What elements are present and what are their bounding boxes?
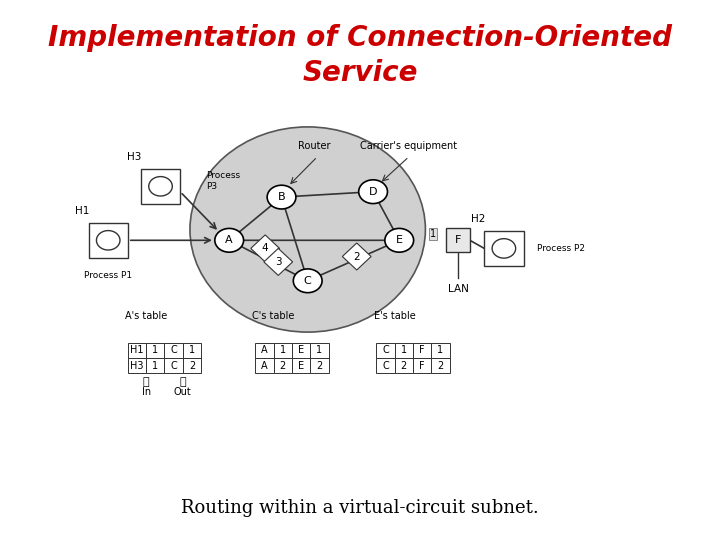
Bar [413, 343, 431, 358]
Text: H1: H1 [130, 346, 144, 355]
FancyBboxPatch shape [89, 223, 128, 258]
Polygon shape [264, 248, 292, 275]
Text: A: A [225, 235, 233, 245]
FancyBboxPatch shape [485, 231, 523, 266]
Text: 2: 2 [316, 361, 323, 370]
Text: Process P2: Process P2 [536, 244, 585, 253]
Circle shape [359, 180, 387, 204]
Bar [128, 343, 146, 358]
Circle shape [385, 228, 413, 252]
Text: 3: 3 [275, 257, 282, 267]
Text: Process
P3: Process P3 [207, 171, 240, 191]
Bar [395, 358, 413, 373]
Bar [274, 358, 292, 373]
Bar [256, 358, 274, 373]
Circle shape [492, 239, 516, 258]
Circle shape [149, 177, 172, 196]
Circle shape [215, 228, 243, 252]
Text: 1: 1 [152, 361, 158, 370]
Text: C's table: C's table [253, 311, 295, 321]
Polygon shape [251, 235, 279, 262]
Text: E: E [396, 235, 402, 245]
Text: 4: 4 [262, 244, 269, 253]
Circle shape [293, 269, 322, 293]
Ellipse shape [190, 127, 426, 332]
Bar [146, 358, 164, 373]
Text: A's table: A's table [125, 311, 167, 321]
Polygon shape [342, 243, 371, 270]
Bar [431, 358, 449, 373]
Circle shape [267, 185, 296, 209]
Text: A: A [261, 346, 268, 355]
Text: Implementation of Connection-Oriented: Implementation of Connection-Oriented [48, 24, 672, 52]
FancyBboxPatch shape [446, 228, 470, 252]
Text: A: A [261, 361, 268, 370]
Bar [183, 358, 201, 373]
Text: E: E [298, 361, 305, 370]
Text: 1: 1 [152, 346, 158, 355]
Bar [310, 343, 328, 358]
Circle shape [96, 231, 120, 250]
Text: H3: H3 [127, 152, 142, 161]
Bar [164, 358, 183, 373]
Bar [377, 343, 395, 358]
Text: C: C [382, 361, 389, 370]
Bar [431, 343, 449, 358]
Text: 1: 1 [401, 346, 407, 355]
Text: Process P1: Process P1 [84, 271, 132, 280]
Text: In: In [142, 387, 150, 397]
Text: E: E [298, 346, 305, 355]
Text: ⌣: ⌣ [143, 377, 150, 388]
Text: 1: 1 [189, 346, 195, 355]
Text: 1: 1 [280, 346, 286, 355]
Text: C: C [382, 346, 389, 355]
Text: 1: 1 [316, 346, 323, 355]
Bar [292, 343, 310, 358]
Text: F: F [455, 235, 462, 245]
Text: 2: 2 [437, 361, 444, 370]
Text: 1: 1 [430, 229, 436, 239]
Text: C: C [304, 276, 312, 286]
Bar [274, 343, 292, 358]
Text: B: B [278, 192, 285, 202]
Text: Routing within a virtual-circuit subnet.: Routing within a virtual-circuit subnet. [181, 498, 539, 517]
Text: H2: H2 [471, 214, 485, 224]
Text: C: C [170, 346, 177, 355]
Text: Service: Service [302, 59, 418, 87]
Text: ⌣: ⌣ [179, 377, 186, 388]
Text: H1: H1 [75, 206, 89, 215]
Bar [256, 343, 274, 358]
Bar [310, 358, 328, 373]
Text: 2: 2 [189, 361, 195, 370]
Text: H3: H3 [130, 361, 144, 370]
FancyBboxPatch shape [141, 169, 180, 204]
Text: F: F [419, 361, 425, 370]
Bar [183, 343, 201, 358]
Text: D: D [369, 187, 377, 197]
Text: C: C [170, 361, 177, 370]
Text: 1: 1 [437, 346, 444, 355]
Text: 2: 2 [401, 361, 407, 370]
Bar [377, 358, 395, 373]
Text: E's table: E's table [374, 311, 415, 321]
Text: Out: Out [174, 387, 192, 397]
Bar [164, 343, 183, 358]
Bar [395, 343, 413, 358]
Bar [128, 358, 146, 373]
Bar [146, 343, 164, 358]
Text: LAN: LAN [448, 284, 469, 294]
Bar [413, 358, 431, 373]
Text: F: F [419, 346, 425, 355]
Bar [292, 358, 310, 373]
Text: Carrier's equipment: Carrier's equipment [361, 141, 458, 151]
Text: 2: 2 [354, 252, 360, 261]
Text: 2: 2 [279, 361, 286, 370]
Text: Router: Router [298, 141, 330, 151]
